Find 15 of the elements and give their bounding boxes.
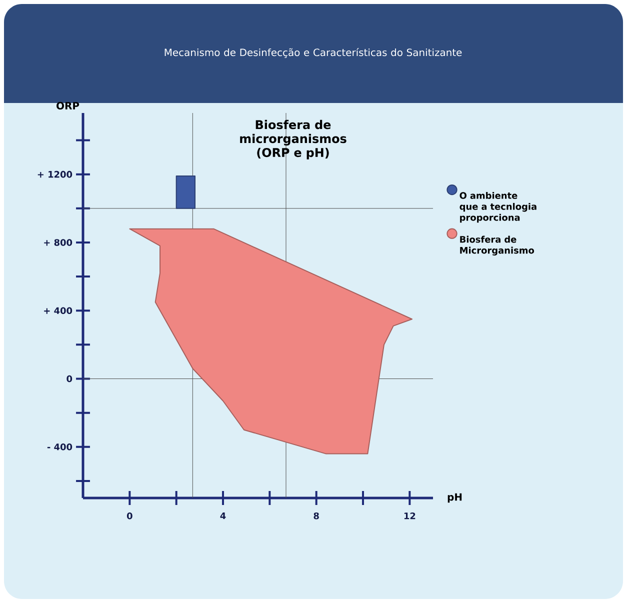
y-tick-label: 0 — [66, 375, 72, 382]
y-tick-label: - 400 — [47, 444, 72, 450]
legend-label: Biosfera de Microrganismo — [460, 236, 534, 256]
x-tick-label: 12 — [404, 512, 416, 520]
y-tick-label: + 800 — [44, 239, 72, 246]
x-tick-label: 8 — [314, 512, 319, 520]
y-tick-label: + 400 — [44, 307, 72, 314]
y-axis-title: ORP — [56, 102, 80, 110]
legend-label: O ambiente que a tecnlogia proporciona — [460, 192, 536, 223]
chart-title: Mecanismo de Desinfecção e Características do Sanitizante — [164, 48, 462, 58]
x-tick-label: 4 — [220, 512, 226, 520]
x-axis-title: pH — [448, 493, 462, 503]
text: Biosfera de microrganismos (ORP e pH) — [240, 120, 346, 160]
y-tick-label: + 1200 — [38, 170, 72, 178]
x-tick-label: 0 — [126, 512, 132, 520]
